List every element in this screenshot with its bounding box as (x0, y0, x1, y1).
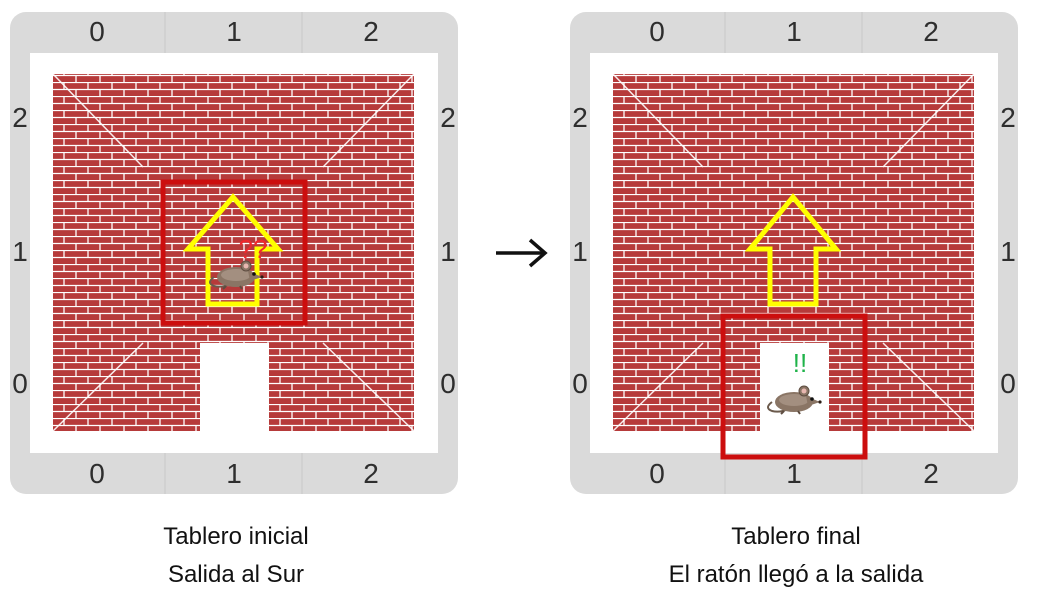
final-board-caption: Tablero final El ratón llegó a la salida (586, 518, 1006, 594)
right-arrow-icon (496, 238, 548, 268)
initial-caption-line-2: Salida al Sur (167, 561, 305, 588)
final-caption-line-2: El ratón llegó a la salida (668, 561, 924, 588)
row-label-left-0: 0 (572, 368, 588, 399)
col-label-bottom-2: 2 (923, 458, 939, 489)
col-label-bottom-1: 1 (786, 458, 802, 489)
col-label-top-2: 2 (923, 16, 939, 47)
up-arrow-icon (182, 193, 284, 307)
col-label-bottom-0: 0 (649, 458, 665, 489)
mouse-icon (767, 385, 822, 415)
col-label-bottom-2: 2 (363, 458, 379, 489)
row-label-right-1: 1 (1000, 236, 1016, 267)
final-board-graphic: !! (570, 12, 1018, 494)
initial-board-caption: Tablero inicial Salida al Sur (26, 518, 446, 594)
row-label-right-2: 2 (1000, 102, 1016, 133)
brick-wall (53, 74, 414, 431)
col-label-bottom-1: 1 (226, 458, 242, 489)
mouse-status-mark: ?? (239, 234, 268, 264)
row-label-right-2: 2 (440, 102, 456, 133)
highlight-box (720, 313, 868, 460)
row-label-left-0: 0 (12, 368, 28, 399)
initial-board: ?? 0 1 2 0 1 2 2 1 0 2 1 0 (10, 12, 458, 494)
row-label-right-0: 0 (1000, 368, 1016, 399)
initial-caption-line-1: Tablero inicial (163, 523, 309, 550)
mouse-status-mark: !! (793, 348, 807, 378)
highlight-box (160, 179, 308, 326)
col-label-bottom-0: 0 (89, 458, 105, 489)
row-label-right-0: 0 (440, 368, 456, 399)
col-label-top-0: 0 (89, 16, 105, 47)
col-label-top-2: 2 (363, 16, 379, 47)
row-label-left-1: 1 (572, 236, 588, 267)
row-label-right-1: 1 (440, 236, 456, 267)
brick-wall (613, 74, 974, 431)
wall-bevels (52, 73, 415, 432)
col-label-top-1: 1 (786, 16, 802, 47)
final-caption-line-1: Tablero final (731, 523, 861, 550)
row-label-left-2: 2 (12, 102, 28, 133)
row-label-left-2: 2 (572, 102, 588, 133)
row-label-left-1: 1 (12, 236, 28, 267)
col-label-top-0: 0 (649, 16, 665, 47)
initial-board-graphic: ?? (10, 12, 458, 494)
mouse-icon (209, 260, 264, 290)
up-arrow-icon (744, 193, 842, 307)
final-board: !! 0 1 2 0 1 2 2 1 0 2 1 0 (570, 12, 1018, 494)
col-label-top-1: 1 (226, 16, 242, 47)
wall-bevels (612, 73, 975, 432)
